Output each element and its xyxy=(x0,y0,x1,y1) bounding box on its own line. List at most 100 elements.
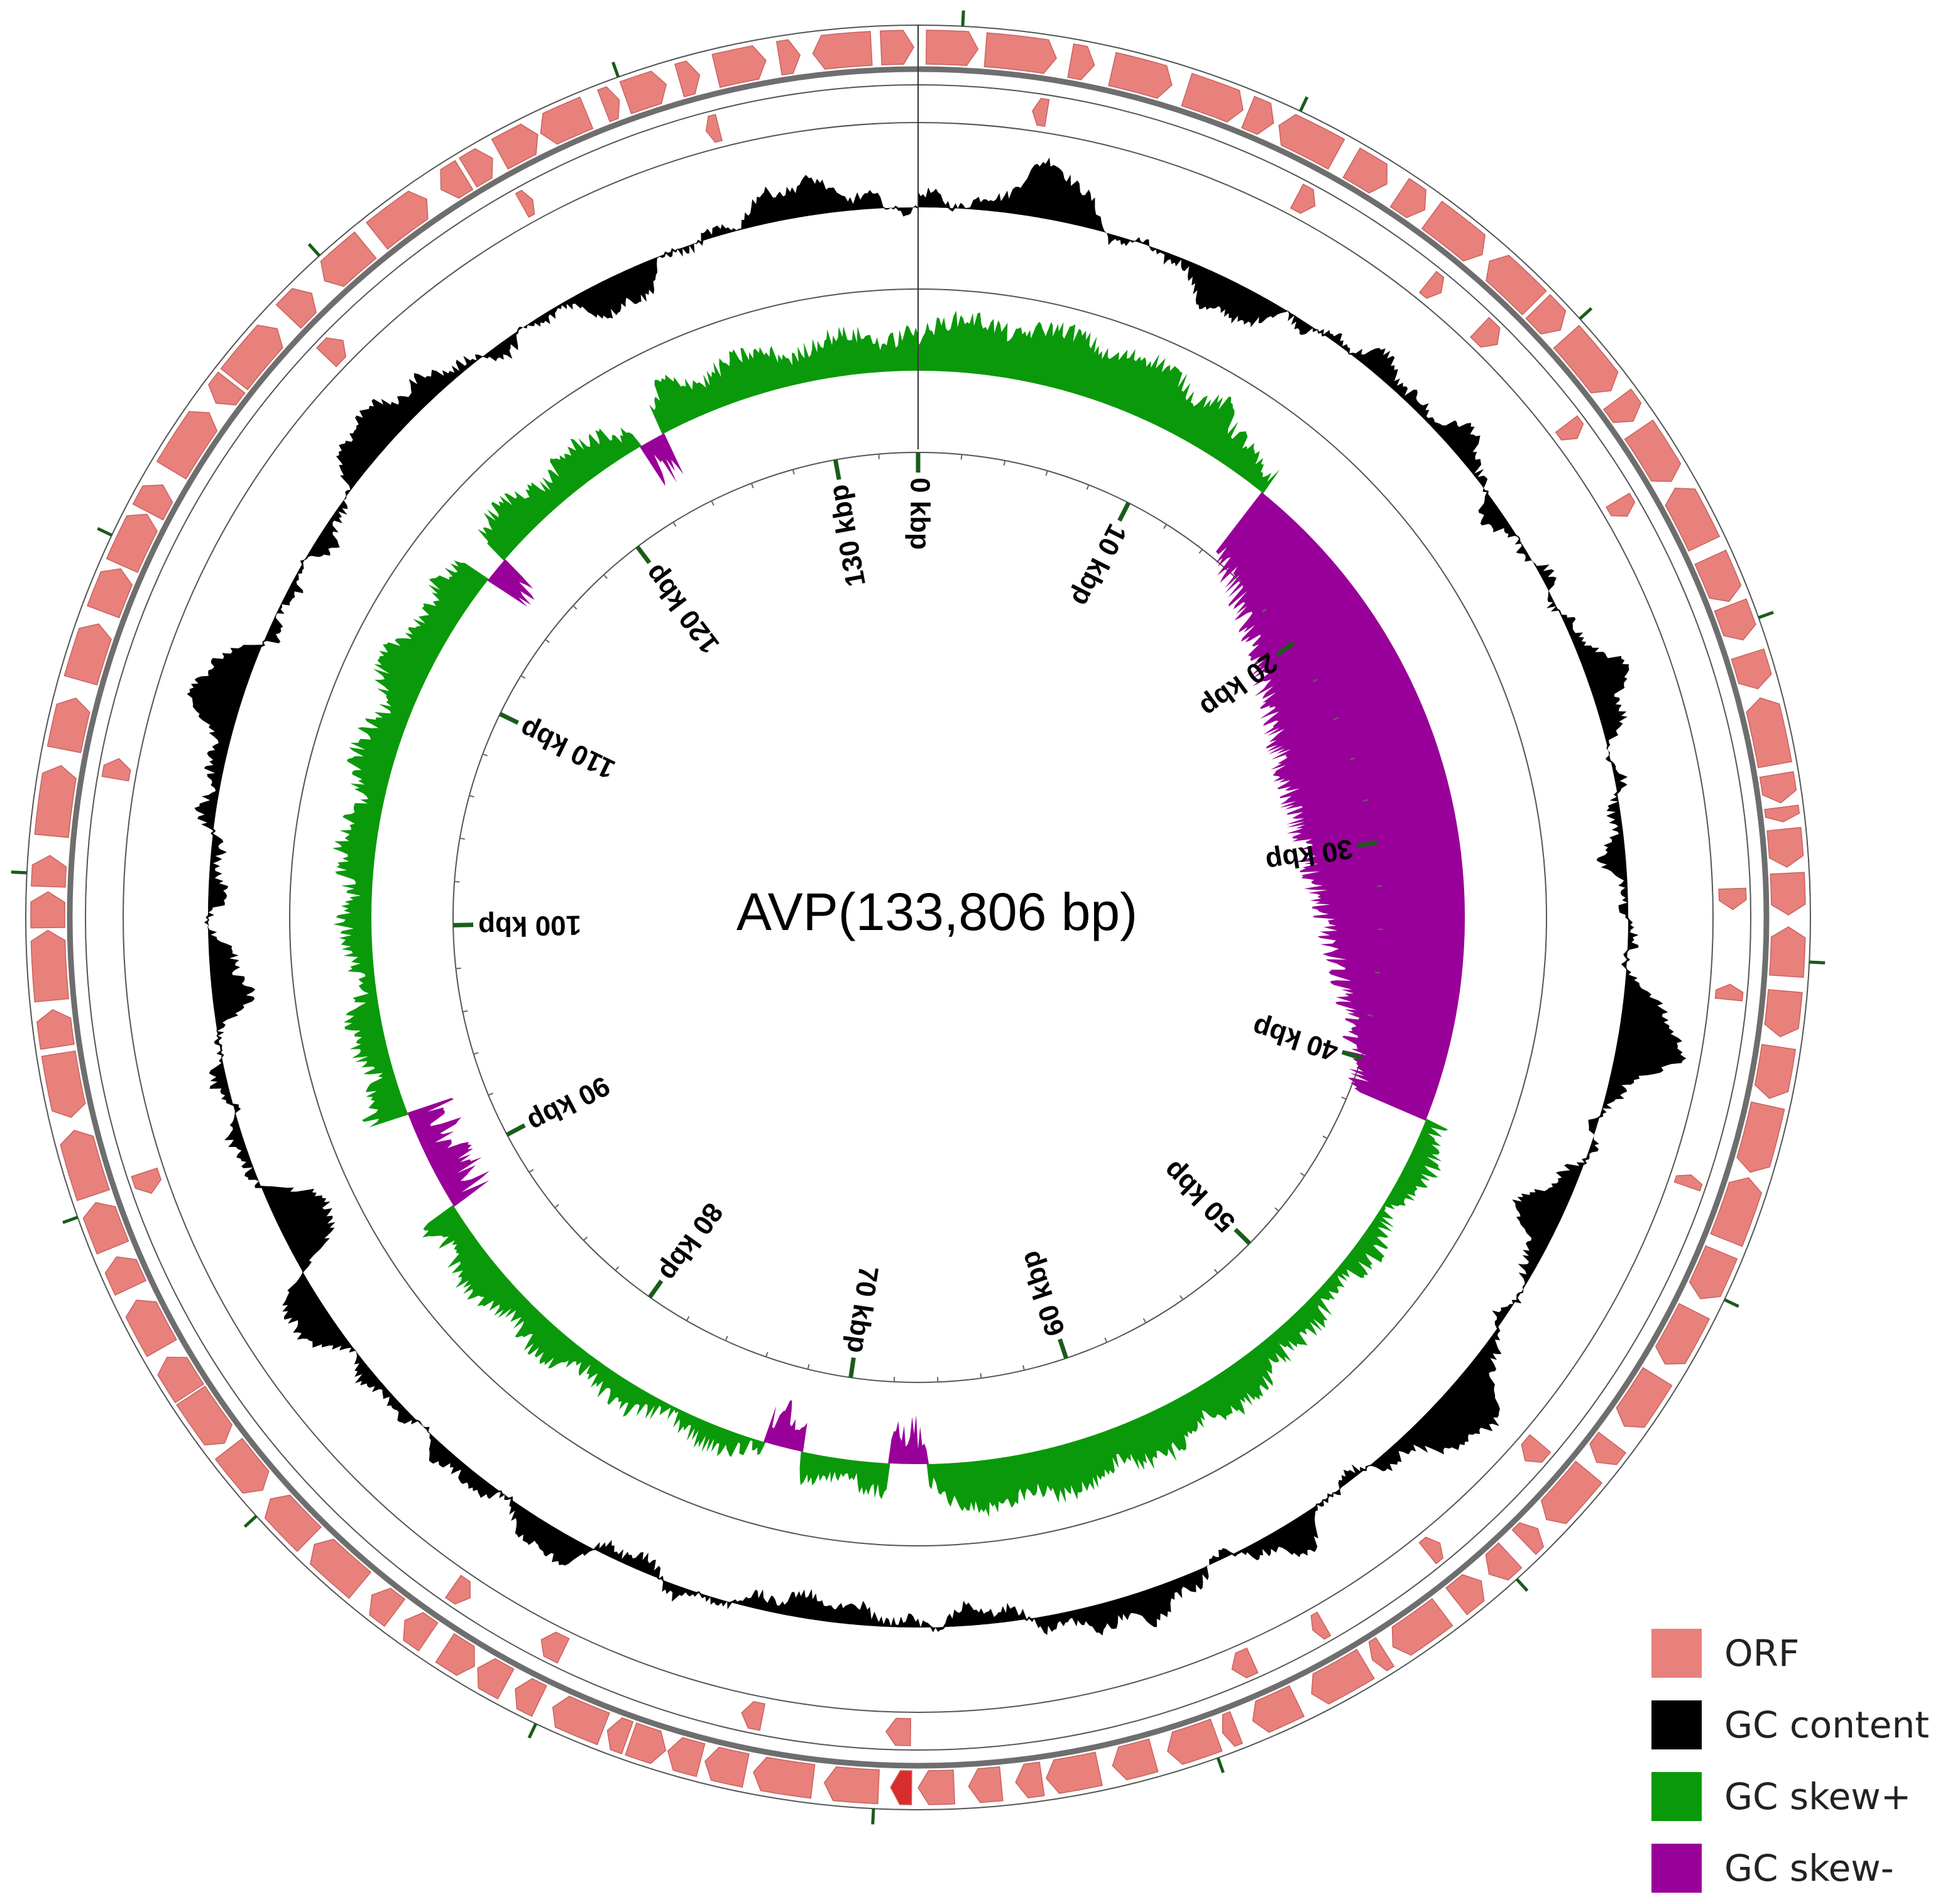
orf-feature xyxy=(668,1737,705,1776)
minor-tick xyxy=(766,1352,768,1357)
minor-tick xyxy=(1105,1338,1107,1342)
minor-tick xyxy=(961,454,962,459)
orf-feature xyxy=(31,892,65,928)
orf-feature xyxy=(321,232,376,286)
orf-feature xyxy=(1291,184,1315,213)
orf-feature xyxy=(1311,1612,1330,1639)
legend-item-gc-content: GC content xyxy=(1651,1689,1953,1761)
minor-tick xyxy=(1087,485,1089,490)
orf-feature xyxy=(310,1539,371,1598)
minor-tick xyxy=(483,754,487,756)
orf-feature xyxy=(1392,1599,1452,1655)
legend-item-orf: ORF xyxy=(1651,1617,1953,1689)
orf-feature xyxy=(1541,1461,1602,1523)
tick-label: 110 kbp xyxy=(515,713,620,785)
orf-feature xyxy=(1419,1537,1443,1563)
orf-feature xyxy=(221,325,282,390)
orf-feature xyxy=(48,698,90,753)
tick-label: 0 kbp xyxy=(904,478,935,550)
orf-feature xyxy=(131,1168,161,1193)
orf-feature xyxy=(890,1771,912,1805)
orf-feature xyxy=(1486,1543,1521,1580)
orf-feature xyxy=(1369,1638,1394,1671)
orf-feature xyxy=(886,1719,911,1746)
outer-tick xyxy=(244,1516,256,1527)
orf-feature xyxy=(1232,1648,1257,1678)
orf-feature xyxy=(1719,888,1746,909)
minor-tick xyxy=(488,1093,493,1095)
minor-tick xyxy=(1004,461,1005,466)
minor-tick xyxy=(521,676,525,678)
orf-feature xyxy=(31,930,69,1002)
orf-feature xyxy=(1521,1435,1550,1462)
orf-feature xyxy=(403,1612,438,1651)
orf-feature xyxy=(1068,44,1095,80)
legend-item-gc-skew-pos: GC skew+ xyxy=(1651,1761,1953,1832)
tick-label: 70 kbp xyxy=(841,1264,884,1355)
orf-feature xyxy=(1311,1650,1374,1704)
orf-feature xyxy=(1625,420,1681,482)
minor-tick xyxy=(545,640,549,643)
orf-feature xyxy=(813,31,872,69)
orf-feature xyxy=(1616,1367,1672,1427)
orf-feature xyxy=(1675,1175,1702,1191)
minor-tick xyxy=(1046,471,1048,476)
orf-feature xyxy=(102,758,130,781)
legend: ORF GC content GC skew+ GC skew- xyxy=(1651,1617,1953,1904)
tick-label: 10 kbp xyxy=(1065,519,1132,611)
orf-feature xyxy=(1731,649,1771,689)
orf-feature xyxy=(1770,927,1805,977)
orf-feature xyxy=(370,1588,405,1626)
outer-tick xyxy=(529,1724,536,1738)
orf-feature xyxy=(1486,255,1547,315)
orf-feature xyxy=(824,1767,880,1804)
minor-tick xyxy=(687,1316,689,1321)
orf-feature xyxy=(1606,493,1634,517)
minor-tick xyxy=(980,1373,981,1378)
orf-feature xyxy=(157,412,217,479)
orf-feature xyxy=(742,1702,765,1731)
orf-feature xyxy=(541,1632,569,1663)
major-tick xyxy=(650,1281,661,1297)
orf-feature xyxy=(1590,1432,1626,1465)
major-tick xyxy=(835,460,839,479)
orf-feature xyxy=(705,1748,749,1787)
orf-feature xyxy=(918,1770,955,1805)
minor-tick xyxy=(1199,549,1202,553)
minor-tick xyxy=(1323,1136,1327,1139)
orf-feature xyxy=(1554,326,1618,393)
minor-tick xyxy=(711,501,714,505)
minor-tick xyxy=(1023,1365,1024,1371)
minor-tick xyxy=(808,1364,809,1369)
major-tick xyxy=(507,1125,525,1135)
outer-tick xyxy=(1580,309,1592,319)
orf-feature xyxy=(265,1495,321,1551)
legend-label-orf: ORF xyxy=(1724,1632,1799,1675)
orf-feature xyxy=(968,1767,1002,1803)
tick-label: 120 kbp xyxy=(638,559,725,659)
orf-feature xyxy=(675,61,699,97)
minor-tick xyxy=(793,469,794,474)
minor-tick xyxy=(1342,1097,1346,1099)
minor-tick xyxy=(463,1011,468,1012)
legend-label-gc-content: GC content xyxy=(1724,1704,1929,1746)
orf-feature xyxy=(1470,317,1500,347)
minor-tick xyxy=(1164,524,1166,528)
major-tick xyxy=(453,925,473,926)
outer-tick xyxy=(1218,1758,1223,1773)
orf-feature xyxy=(446,1575,470,1604)
orf-feature xyxy=(1513,1523,1544,1554)
orf-feature xyxy=(41,1051,85,1118)
orf-feature xyxy=(126,1300,177,1357)
minor-tick xyxy=(529,1169,534,1172)
minor-tick xyxy=(673,522,676,527)
orf-feature xyxy=(35,765,76,837)
outer-tick xyxy=(309,244,320,256)
orf-feature xyxy=(516,190,535,217)
legend-label-gc-skew-neg: GC skew- xyxy=(1724,1847,1894,1890)
orf-feature xyxy=(1242,96,1274,134)
orf-feature xyxy=(625,1723,665,1763)
orf-feature xyxy=(1755,1044,1796,1098)
minor-tick xyxy=(456,968,461,969)
